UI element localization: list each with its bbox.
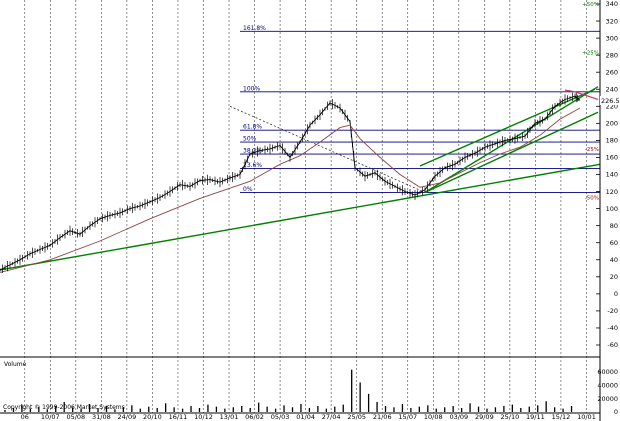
plot-background bbox=[0, 0, 600, 421]
x-tick-label: 10/01 bbox=[577, 413, 596, 421]
y-tick-label: -20 bbox=[607, 307, 618, 315]
percent-labels: +50% +25% -25% -50% bbox=[582, 2, 599, 202]
y-tick-label: -60 bbox=[607, 341, 618, 349]
x-tick-label: 01/04 bbox=[296, 413, 315, 421]
y-tick-label: 300 bbox=[606, 34, 618, 42]
y-tick-label: 260 bbox=[606, 68, 618, 76]
trendline bbox=[419, 88, 596, 167]
y-tick-label: 180 bbox=[606, 137, 618, 145]
fib-level-label: 100% bbox=[243, 85, 260, 92]
volume-title: Volume bbox=[4, 361, 27, 368]
y-tick-label: -40 bbox=[607, 324, 618, 332]
trendline bbox=[424, 111, 599, 194]
y-tick-label: 120 bbox=[606, 188, 618, 196]
x-tick-label: 25/10 bbox=[501, 413, 520, 421]
fib-level-label: 61.8% bbox=[243, 124, 262, 131]
copyright-text: Copyright © 1999-2006 Market Systems bbox=[3, 404, 125, 411]
y-tick-label: 240 bbox=[606, 85, 618, 93]
moving-average-line bbox=[0, 107, 581, 273]
x-tick-label: 16/11 bbox=[169, 413, 188, 421]
price-series bbox=[0, 89, 599, 273]
volume-axis-ticks: 60000 40000 20000 0 bbox=[597, 368, 618, 416]
x-tick-label: 10/07 bbox=[41, 413, 60, 421]
y-tick-label: 20 bbox=[610, 273, 618, 281]
percent-label: +50% bbox=[582, 2, 599, 8]
grid bbox=[24, 0, 587, 413]
x-tick-label: 24/09 bbox=[118, 413, 137, 421]
volume-tick-label: 0 bbox=[614, 408, 618, 416]
y-tick-label: 100 bbox=[606, 205, 618, 213]
retracement-diagonal bbox=[229, 105, 426, 193]
fib-level-label: 50% bbox=[243, 136, 257, 143]
volume-tick-label: 60000 bbox=[597, 368, 618, 376]
projection-line bbox=[564, 89, 599, 101]
y-tick-label: 220 bbox=[606, 103, 618, 111]
x-tick-label: 03/09 bbox=[449, 413, 468, 421]
x-tick-label: 25/05 bbox=[347, 413, 366, 421]
percent-label: +25% bbox=[582, 51, 599, 57]
x-tick-label: 29/09 bbox=[475, 413, 494, 421]
x-tick-label: 10/08 bbox=[424, 413, 443, 421]
x-tick-label: 20/10 bbox=[143, 413, 162, 421]
x-tick-label: 15/12 bbox=[552, 413, 571, 421]
volume-tick-label: 20000 bbox=[597, 395, 618, 403]
x-tick-label: 13/01 bbox=[220, 413, 239, 421]
x-tick-label: 05/08 bbox=[66, 413, 85, 421]
fib-level-label: 23.6% bbox=[243, 162, 262, 169]
volume-bars bbox=[4, 369, 573, 412]
x-tick-label: 06 bbox=[21, 413, 29, 421]
y-tick-label: 320 bbox=[606, 17, 618, 25]
y-tick-label: 340 bbox=[606, 0, 618, 8]
y-tick-label: 200 bbox=[606, 120, 618, 128]
y-tick-label: 0 bbox=[614, 290, 618, 298]
y-tick-label: 160 bbox=[606, 154, 618, 162]
trendline bbox=[0, 163, 601, 271]
x-tick-label: 06/02 bbox=[245, 413, 264, 421]
x-tick-label: 27/04 bbox=[322, 413, 341, 421]
y-tick-label: 140 bbox=[606, 171, 618, 179]
x-tick-label: 10/12 bbox=[194, 413, 213, 421]
percent-label: -50% bbox=[585, 196, 599, 202]
fib-level-label: 161.8% bbox=[243, 25, 266, 32]
x-tick-label: 15/07 bbox=[398, 413, 417, 421]
last-price-marker bbox=[600, 96, 620, 105]
last-price-label: 226.58 bbox=[601, 97, 620, 105]
x-tick-label: 21/06 bbox=[373, 413, 392, 421]
y-tick-label: 60 bbox=[610, 239, 618, 247]
x-axis-ticks: 06 10/07 05/08 31/08 24/09 20/10 16/11 10/12 13/… bbox=[21, 413, 596, 421]
percent-label: -25% bbox=[585, 147, 599, 153]
y-tick-label: 280 bbox=[606, 51, 618, 59]
x-tick-label: 31/08 bbox=[92, 413, 111, 421]
x-tick-label: 05/03 bbox=[271, 413, 290, 421]
x-tick-label: 19/11 bbox=[526, 413, 545, 421]
y-tick-label: 80 bbox=[610, 222, 618, 230]
y-axis-ticks: 3403203002802602402202001801601401201008… bbox=[596, 0, 618, 349]
volume-tick-label: 40000 bbox=[597, 381, 618, 389]
fib-level-label: 0% bbox=[243, 186, 253, 193]
y-tick-label: 40 bbox=[610, 256, 618, 264]
